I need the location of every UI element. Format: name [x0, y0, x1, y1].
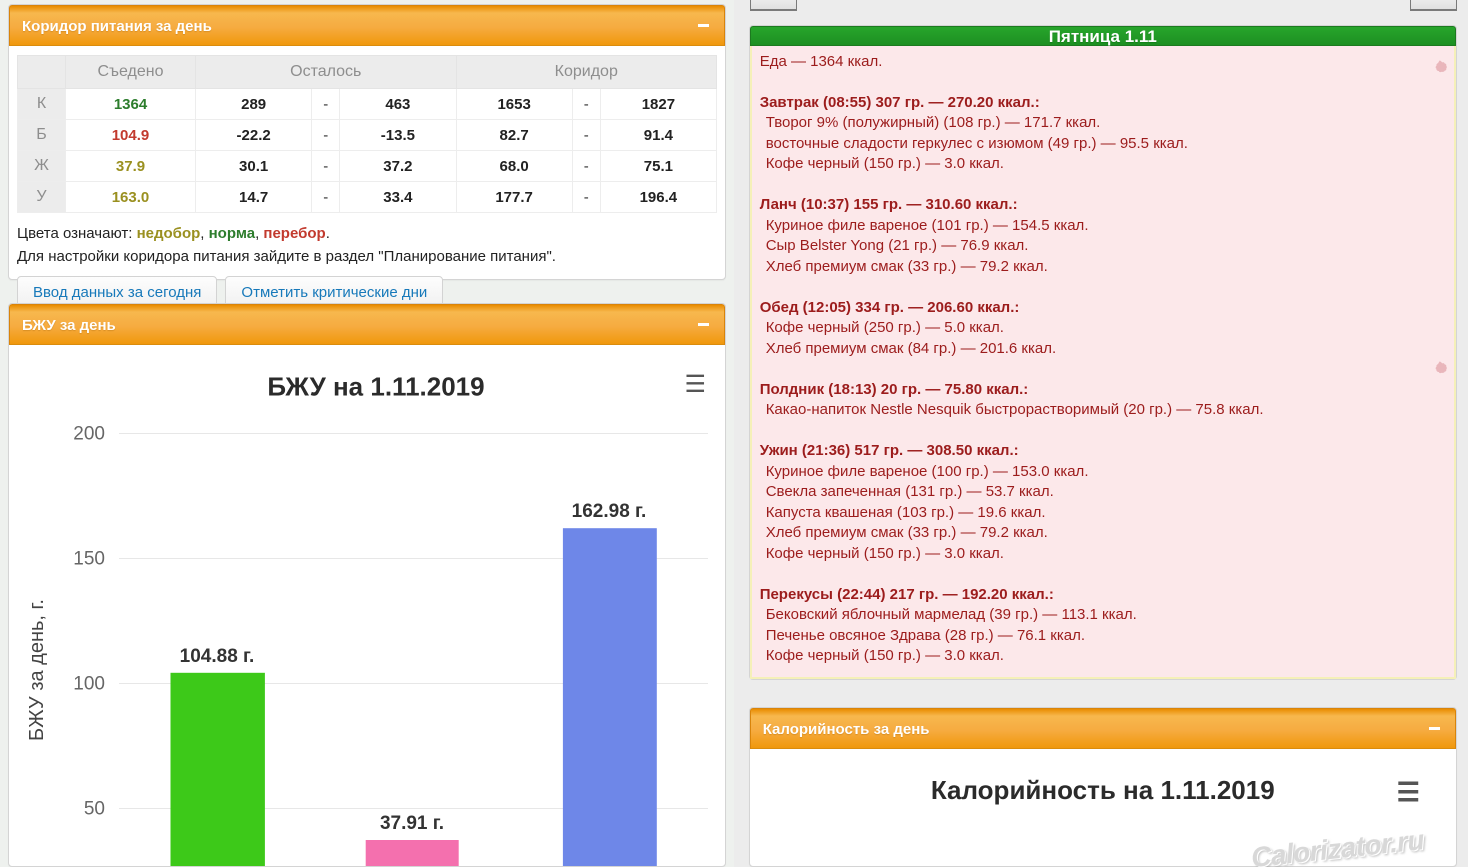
svg-text:☰: ☰	[684, 371, 706, 398]
svg-text:37.91 г.: 37.91 г.	[380, 813, 444, 834]
svg-text:104.88 г.: 104.88 г.	[180, 646, 255, 667]
svg-text:50: 50	[84, 799, 105, 820]
svg-text:100: 100	[73, 674, 105, 695]
svg-text:БЖУ за день, г.: БЖУ за день, г.	[26, 599, 48, 741]
svg-text:162.98 г.: 162.98 г.	[572, 501, 647, 522]
svg-text:150: 150	[73, 549, 105, 570]
svg-text:БЖУ на 1.11.2019: БЖУ на 1.11.2019	[267, 372, 484, 402]
svg-text:200: 200	[73, 424, 105, 445]
